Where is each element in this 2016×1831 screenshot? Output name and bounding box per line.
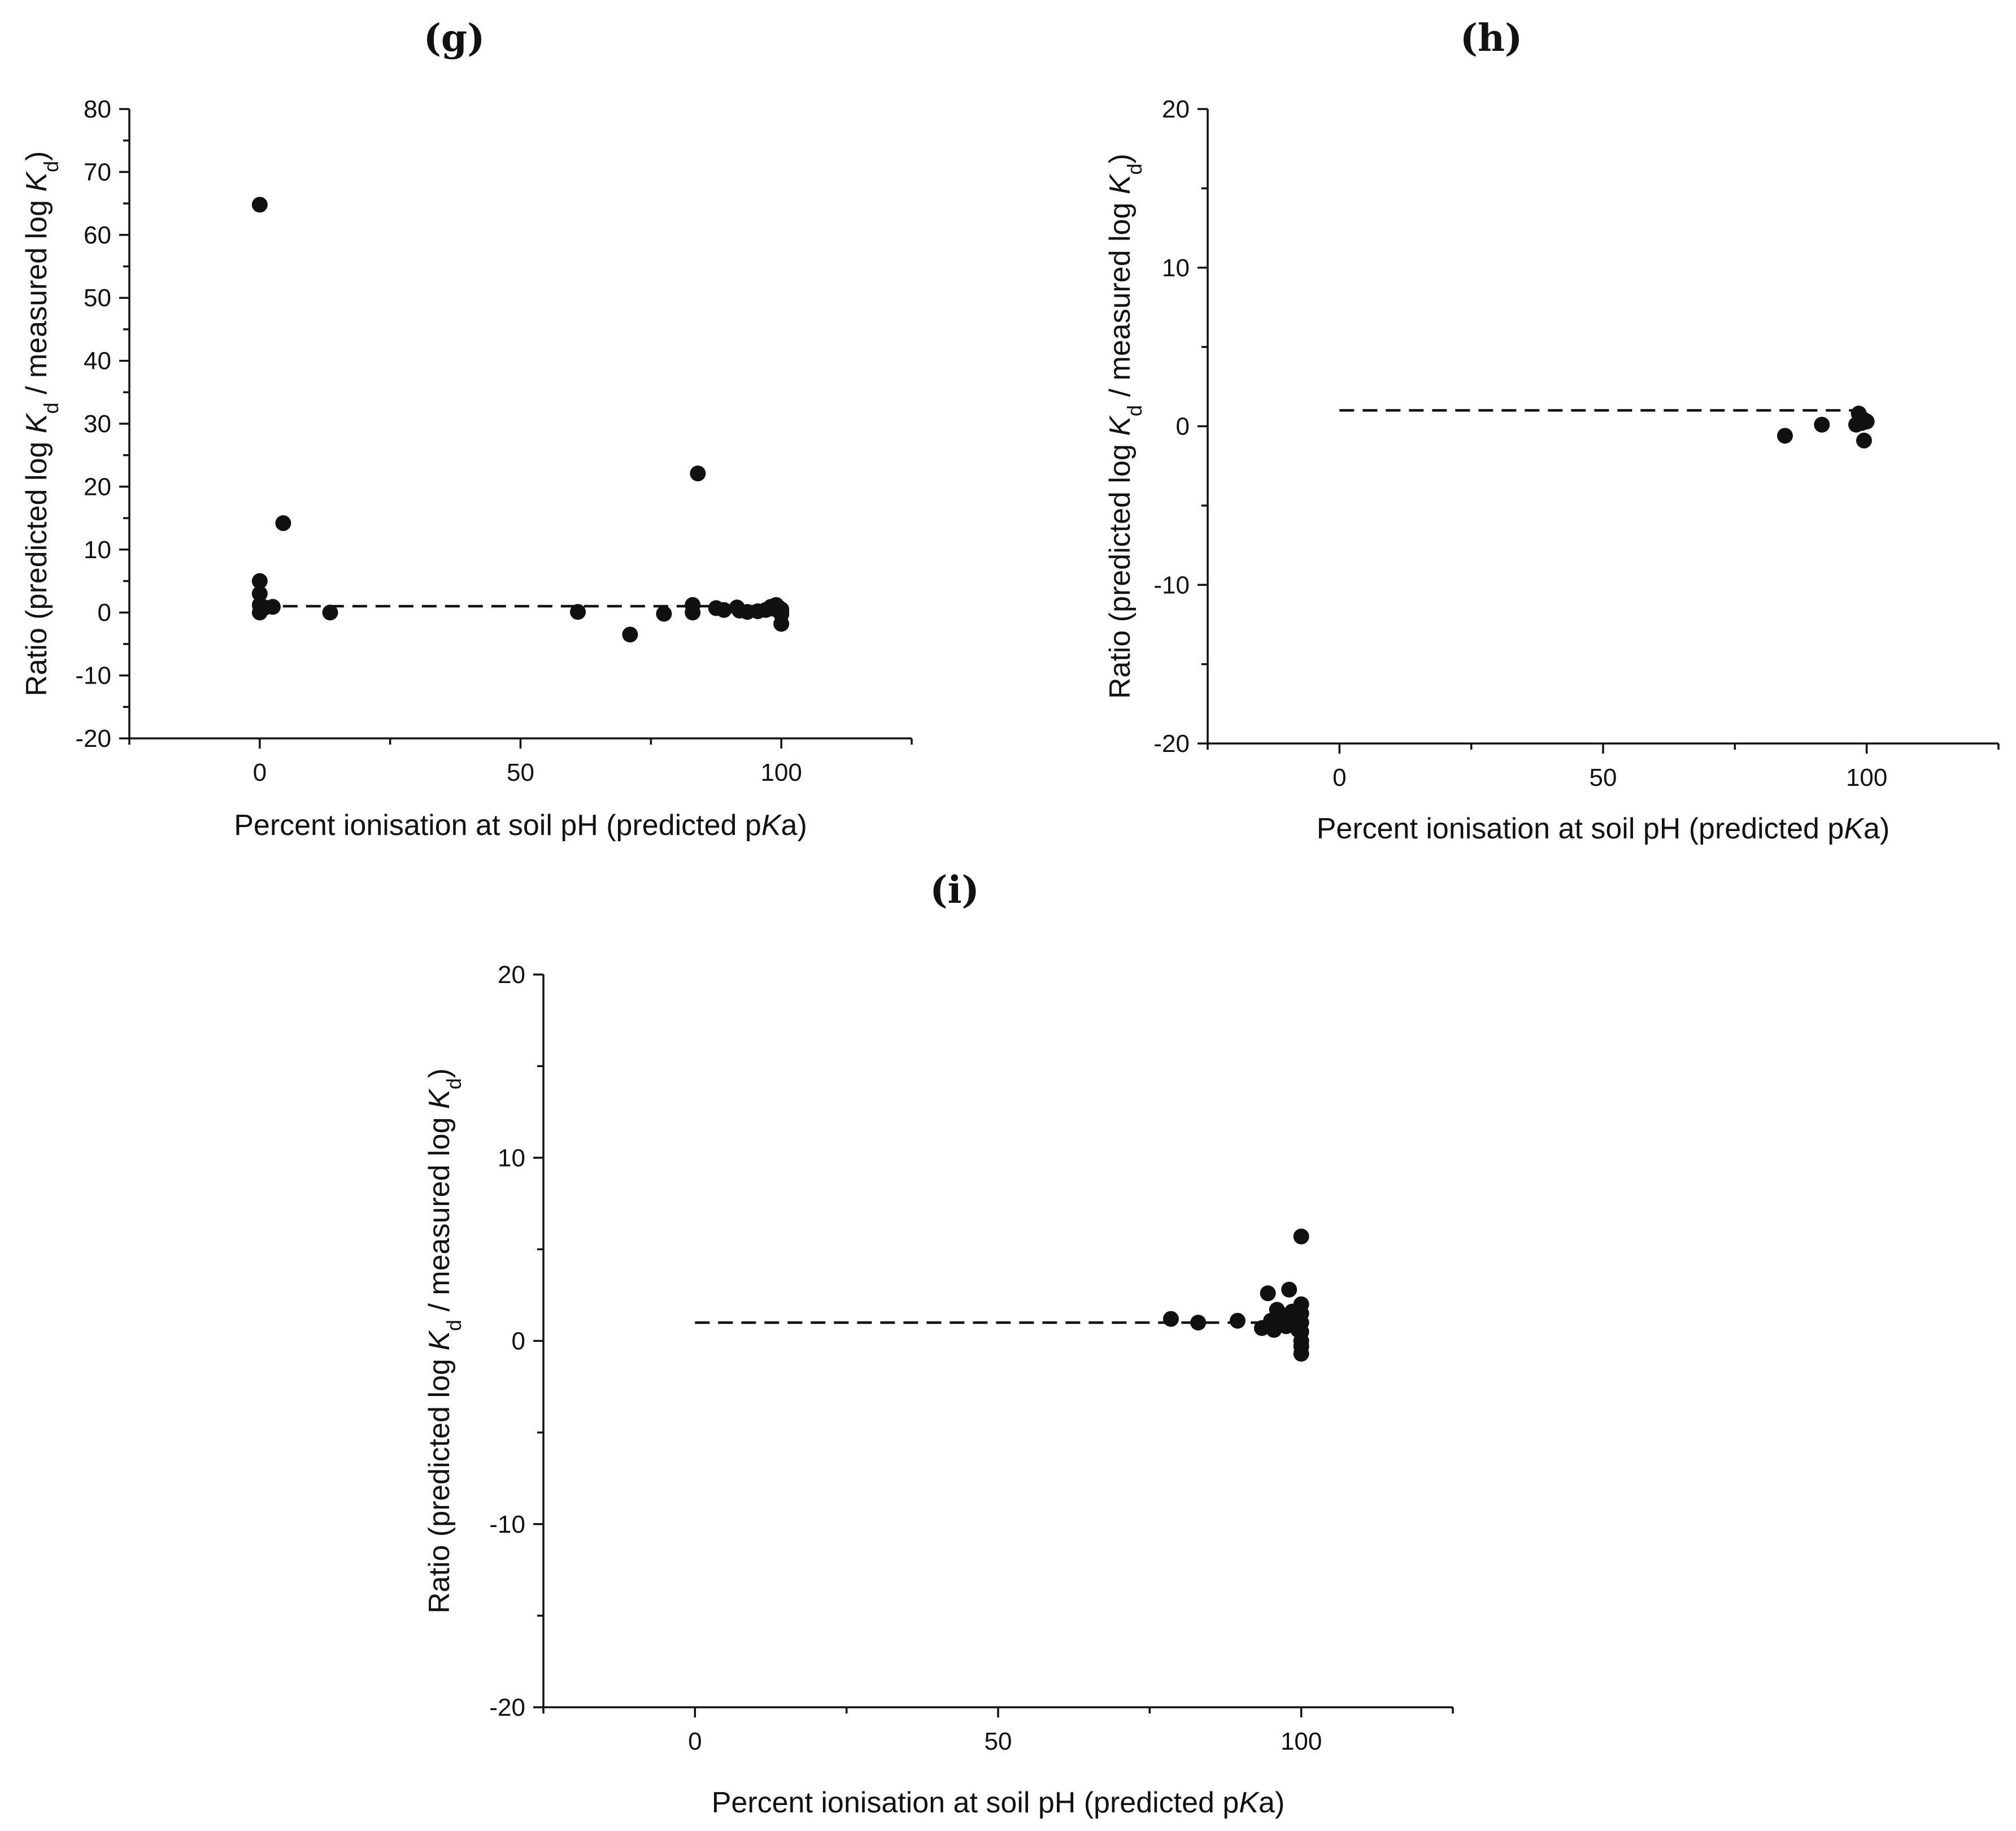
axis-title-part: K: [20, 412, 53, 433]
y-tick-label: 10: [84, 536, 111, 564]
axis-title-part: d: [442, 1078, 465, 1089]
x-tick-label: 50: [985, 1728, 1012, 1755]
y-tick-label: 20: [1162, 95, 1190, 123]
x-tick-label: 0: [253, 759, 267, 786]
axis-title-part: / measured log: [20, 192, 53, 403]
panel-title: (h): [1460, 16, 1522, 60]
y-tick-label: -20: [75, 725, 111, 753]
data-point: [1814, 416, 1830, 433]
y-tick-label: 20: [498, 961, 525, 989]
axis-title-part: K: [761, 809, 782, 842]
data-point: [264, 599, 281, 615]
x-tick-label: 50: [507, 759, 534, 786]
axis-title-part: K: [1239, 1786, 1260, 1819]
data-point: [251, 573, 268, 589]
axis-title-part: K: [1844, 812, 1865, 845]
panel-title: (g): [424, 16, 485, 60]
axis-title-part: d: [40, 161, 63, 172]
axis-title-part: d: [40, 402, 63, 414]
axis-title-part: Ratio (predicted log: [20, 433, 53, 696]
data-point: [1293, 1346, 1309, 1362]
x-tick-label: 100: [760, 759, 802, 786]
axis-title-part: a): [1259, 1786, 1285, 1819]
data-point: [322, 604, 338, 621]
y-tick-label: -20: [489, 1694, 525, 1721]
data-point: [1260, 1285, 1276, 1302]
data-point: [1162, 1311, 1179, 1327]
data-point: [570, 604, 586, 620]
x-axis-title: Percent ionisation at soil pH (predicted…: [1317, 812, 1890, 845]
y-tick-label: 70: [84, 158, 111, 186]
data-point: [1856, 432, 1872, 449]
data-point: [1229, 1312, 1246, 1329]
y-axis-title: Ratio (predicted log Kd / measured log K…: [20, 151, 63, 697]
data-point: [1777, 428, 1793, 444]
y-tick-label: 60: [84, 221, 111, 249]
data-point: [251, 197, 268, 213]
axis-title-part: K: [20, 171, 53, 192]
x-tick-label: 0: [688, 1728, 702, 1755]
axis-title-part: ): [423, 1068, 456, 1078]
axis-title-part: d: [1123, 405, 1146, 416]
data-point: [275, 515, 291, 532]
axis-title-part: K: [1104, 173, 1137, 194]
y-axis-title: Ratio (predicted log Kd / measured log K…: [423, 1068, 465, 1613]
axis-title-part: Percent ionisation at soil pH (predicted…: [234, 809, 761, 842]
data-point: [1858, 414, 1875, 430]
data-point: [773, 616, 790, 632]
axis-title-part: ): [20, 151, 53, 161]
y-tick-label: 30: [84, 410, 111, 438]
chart-panel-g: (g) 0 50 100 -20 -10 0 10 20 30 40 50 60 70 80 Percent …: [20, 16, 913, 842]
data-point: [1281, 1281, 1297, 1298]
y-tick-label: 10: [1162, 254, 1190, 282]
x-axis-title: Percent ionisation at soil pH (predicted…: [712, 1786, 1285, 1819]
data-point: [622, 627, 638, 643]
data-point: [251, 585, 268, 602]
x-axis-title: Percent ionisation at soil pH (predicted…: [234, 809, 807, 842]
axis-title-part: Percent ionisation at soil pH (predicted…: [712, 1786, 1239, 1819]
axis-title-part: ): [1104, 154, 1137, 163]
data-point: [656, 606, 672, 622]
x-tick-label: 50: [1590, 764, 1617, 791]
y-tick-label: -10: [75, 662, 111, 690]
panel-title: (i): [930, 868, 979, 912]
y-tick-label: -10: [1153, 571, 1190, 599]
y-tick-label: -20: [1153, 730, 1190, 758]
y-tick-label: 0: [98, 599, 111, 627]
y-tick-label: 0: [512, 1328, 525, 1355]
axis-title-part: / measured log: [423, 1109, 456, 1320]
y-tick-label: 10: [498, 1144, 525, 1172]
x-tick-label: 0: [1333, 764, 1346, 791]
x-tick-label: 100: [1281, 1728, 1322, 1755]
axis-title-part: K: [423, 1088, 456, 1109]
data-point: [685, 604, 701, 621]
axis-title-part: K: [423, 1330, 456, 1351]
data-point: [1190, 1315, 1207, 1331]
y-tick-label: 50: [84, 284, 111, 312]
y-axis-title: Ratio (predicted log Kd / measured log K…: [1104, 154, 1146, 699]
axis-title-part: / measured log: [1104, 194, 1137, 405]
y-tick-label: 40: [84, 347, 111, 375]
chart-panel-h: (h) 0 50 100 -20 -10 0 10 20 Percent ionisation a…: [1104, 16, 2000, 845]
x-tick-label: 100: [1846, 764, 1887, 791]
axis-title-part: a): [781, 809, 807, 842]
axis-title-part: K: [1104, 415, 1137, 436]
axis-title-part: a): [1863, 812, 1889, 845]
y-tick-label: 0: [1176, 413, 1190, 441]
y-tick-label: 80: [84, 95, 111, 123]
axis-title-part: Percent ionisation at soil pH (predicted…: [1317, 812, 1844, 845]
axis-title-part: d: [1123, 163, 1146, 175]
data-point: [1293, 1228, 1309, 1245]
y-tick-label: 20: [84, 473, 111, 501]
axis-title-part: Ratio (predicted log: [423, 1351, 456, 1613]
axis-title-part: d: [442, 1320, 465, 1331]
chart-panel-i: (i) 0 50 100 -20 -10 0 10 20 Percent ionisation a…: [423, 868, 1454, 1819]
axis-title-part: Ratio (predicted log: [1104, 436, 1137, 699]
data-point: [690, 466, 706, 482]
y-tick-label: -10: [489, 1511, 525, 1538]
data-point: [716, 602, 732, 618]
